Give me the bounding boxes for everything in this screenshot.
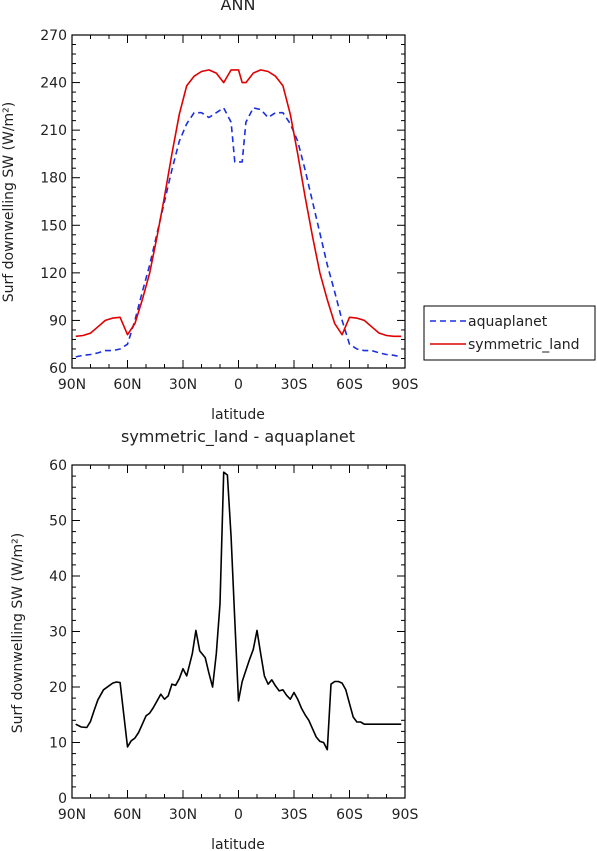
- legend-label-symmetric-land: symmetric_land: [468, 337, 580, 353]
- legend-label-aquaplanet: aquaplanet: [468, 314, 548, 330]
- bottom-x-axis-label: latitude: [211, 837, 265, 851]
- legend-box: [423, 305, 596, 361]
- x-tick-label: 60N: [113, 377, 141, 393]
- x-tick-label: 90N: [58, 377, 86, 393]
- y-tick-label: 0: [58, 791, 67, 807]
- y-tick-label: 10: [49, 736, 67, 752]
- series-line-difference: [75, 471, 402, 751]
- x-tick-label: 30S: [281, 807, 308, 823]
- top-x-axis-label: latitude: [211, 407, 265, 423]
- top-panel: ANN 90N 60N 30N 0 30S 60S 90S 60 90 120 150 180 210 2…: [1, 0, 418, 423]
- y-tick-label: 120: [40, 266, 67, 282]
- y-tick-label: 50: [49, 514, 67, 530]
- y-tick-label: 20: [49, 680, 67, 696]
- x-tick-label: 60S: [336, 807, 363, 823]
- top-plot-area: 90N 60N 30N 0 30S 60S 90S 60 90 120 150 180 210 240 27…: [40, 28, 418, 393]
- x-tick-label: 30N: [169, 807, 197, 823]
- y-tick-label: 60: [49, 361, 67, 377]
- x-tick-label: 90S: [392, 377, 419, 393]
- bottom-y-axis-label: Surf downwelling SW (W/m²): [10, 533, 26, 734]
- y-tick-label: 60: [49, 458, 67, 474]
- y-tick-label: 40: [49, 569, 67, 585]
- plot-frame-1: [71, 464, 406, 799]
- y-tick-label: 240: [40, 76, 67, 92]
- y-tick-label: 90: [49, 313, 67, 329]
- top-panel-title: ANN: [221, 0, 256, 14]
- y-tick-label: 180: [40, 171, 67, 187]
- x-tick-label: 60N: [113, 807, 141, 823]
- top-y-axis-label: Surf downwelling SW (W/m²): [1, 102, 17, 303]
- bottom-panel-title: symmetric_land - aquaplanet: [121, 427, 355, 447]
- bottom-panel: symmetric_land - aquaplanet 90N 60N 30N 0 30…: [10, 427, 418, 851]
- x-tick-label: 0: [234, 377, 243, 393]
- bottom-plot-area: 90N 60N 30N 0 30S 60S 90S 0 10 20 30 40 50 60: [49, 458, 418, 823]
- x-tick-label: 90N: [58, 807, 86, 823]
- legend: aquaplanet symmetric_land: [423, 305, 596, 361]
- x-tick-label: 90S: [392, 807, 419, 823]
- y-tick-label: 30: [49, 625, 67, 641]
- y-tick-label: 210: [40, 123, 67, 139]
- x-tick-label: 30N: [169, 377, 197, 393]
- series-line-symmetric-land: [75, 69, 402, 338]
- x-tick-label: 60S: [336, 377, 363, 393]
- series-line-aquaplanet: [75, 107, 402, 358]
- y-tick-label: 270: [40, 28, 67, 44]
- x-tick-label: 0: [234, 807, 243, 823]
- y-tick-label: 150: [40, 218, 67, 234]
- x-tick-label: 30S: [281, 377, 308, 393]
